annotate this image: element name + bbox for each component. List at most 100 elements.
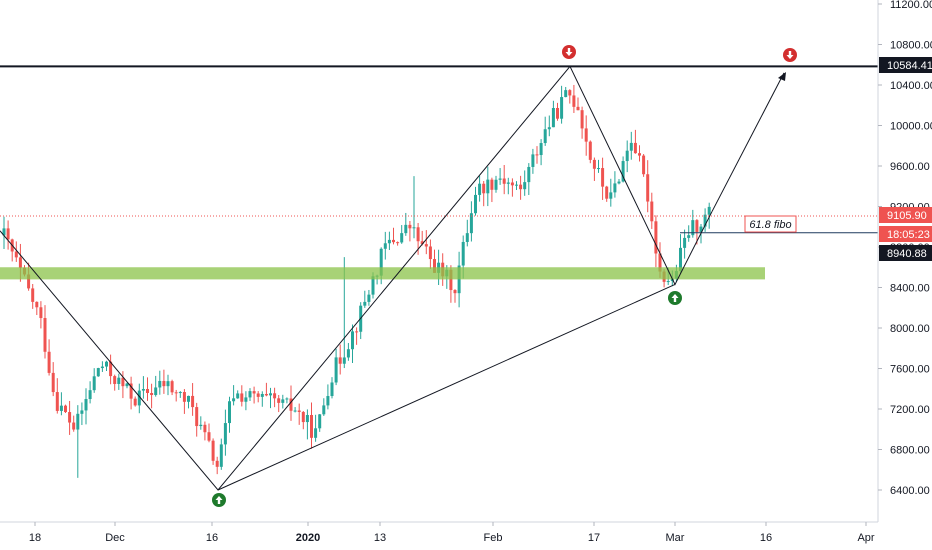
candle-body [387, 239, 391, 244]
candle-body [572, 95, 576, 107]
candle-body [187, 395, 190, 402]
candle-body [498, 178, 502, 180]
candle-body [404, 224, 408, 234]
candle-body [92, 376, 96, 391]
price-label: 8940.88 [879, 245, 932, 261]
candle-body [424, 244, 428, 247]
candle-body [396, 242, 400, 244]
candle-body [215, 460, 219, 467]
candle-body [113, 376, 117, 384]
candle-body [133, 398, 137, 406]
candle-body [683, 237, 687, 248]
candle-body [211, 440, 215, 461]
candle-body [433, 259, 436, 273]
candle-body [478, 183, 482, 195]
candle-body [400, 233, 404, 243]
candle-body [564, 90, 568, 98]
candle-body [166, 381, 170, 387]
candle-body [330, 382, 334, 397]
candle-body [556, 107, 559, 119]
price-label: 9105.90 [879, 207, 932, 223]
candle-body [191, 395, 195, 408]
candle-body [515, 184, 518, 186]
candle-body [633, 142, 637, 154]
candle-body [170, 381, 174, 393]
candle-body [416, 227, 420, 242]
candle-body [64, 405, 67, 413]
candle-body [597, 168, 600, 170]
projection-line [711, 72, 785, 212]
candle-body [642, 155, 646, 175]
candle-body [18, 257, 22, 268]
candle-body [121, 377, 125, 387]
x-tick-label: 16 [206, 532, 218, 544]
candle-body [560, 97, 564, 119]
y-tick-label: 7200.00 [890, 404, 930, 416]
candle-body [654, 221, 658, 254]
candle-body [27, 274, 31, 289]
candle-body [244, 397, 248, 402]
x-tick-label: 17 [588, 532, 600, 544]
y-tick-label: 10400.00 [890, 80, 932, 92]
candle-body [137, 390, 141, 406]
candle-body [269, 393, 272, 396]
candle-body [2, 228, 6, 236]
fibo-annotation: 61.8 fibo [744, 215, 797, 233]
candle-body [228, 401, 231, 424]
candle-body [510, 182, 514, 186]
price-label: 18:05:23 [879, 226, 932, 242]
candle-body [584, 128, 588, 142]
candle-body [203, 424, 207, 433]
projection-arrowhead [778, 72, 786, 81]
y-tick-label: 8000.00 [890, 323, 930, 335]
candle-body [371, 276, 375, 295]
candle-body [76, 413, 80, 430]
candle-body [252, 391, 256, 394]
candle-body [539, 143, 543, 156]
candles [2, 84, 711, 478]
candle-body [297, 410, 301, 412]
candle-body [629, 142, 633, 151]
candle-body [551, 107, 555, 128]
candle-body [31, 288, 35, 302]
candle-body [621, 161, 625, 182]
y-tick-label: 6400.00 [890, 485, 930, 497]
candle-body [392, 239, 395, 243]
candle-body [105, 361, 108, 367]
candle-body [531, 154, 535, 167]
candle-body [236, 393, 240, 399]
candle-body [625, 150, 629, 162]
candle-body [100, 366, 104, 369]
candle-body [707, 206, 711, 215]
candle-body [141, 388, 145, 391]
support-zone [0, 267, 765, 280]
candle-body [281, 399, 285, 403]
x-tick-label: Dec [105, 532, 125, 544]
candle-body [679, 247, 682, 272]
candle-body [482, 183, 486, 194]
candle-body [96, 368, 100, 377]
candle-body [35, 301, 39, 308]
candle-body [285, 398, 289, 400]
candle-body [338, 357, 342, 364]
candle-body [14, 251, 18, 258]
candle-body [465, 233, 469, 242]
candle-body [109, 361, 113, 377]
svg-text:18:05:23: 18:05:23 [887, 229, 930, 241]
candle-body [408, 224, 412, 229]
candle-body [334, 357, 338, 383]
candle-body [322, 405, 326, 415]
candle-body [277, 398, 281, 403]
candle-body [687, 235, 691, 238]
candle-body [174, 392, 178, 394]
candle-body [293, 410, 297, 412]
candle-body [146, 388, 149, 394]
candle-body [55, 392, 59, 411]
candle-body [289, 398, 293, 411]
candle-body [527, 166, 531, 183]
candle-body [125, 383, 129, 387]
candle-body [264, 393, 268, 396]
candle-body [68, 412, 72, 423]
